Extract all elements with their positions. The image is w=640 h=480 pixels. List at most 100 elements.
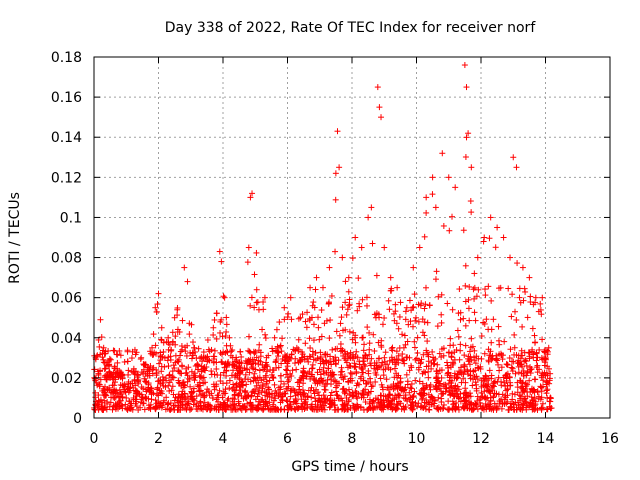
data-point <box>524 368 531 375</box>
data-point <box>520 402 527 409</box>
data-point <box>360 406 367 413</box>
data-point <box>523 362 530 369</box>
data-point <box>118 372 125 379</box>
data-point <box>321 395 328 402</box>
data-point <box>410 303 417 310</box>
data-point <box>424 319 431 326</box>
data-point <box>455 406 462 413</box>
data-point <box>179 317 186 324</box>
data-point <box>419 316 426 323</box>
data-point <box>471 309 478 316</box>
data-point <box>543 406 550 413</box>
data-point <box>150 331 157 338</box>
data-point <box>327 401 334 408</box>
data-point <box>505 406 512 413</box>
data-point <box>466 361 473 368</box>
data-point <box>515 357 522 364</box>
data-point <box>462 385 469 392</box>
data-point <box>397 299 404 306</box>
data-point <box>533 350 540 357</box>
data-point <box>481 382 488 389</box>
data-point <box>469 382 476 389</box>
data-point <box>172 394 179 401</box>
y-tick-label: 0.1 <box>60 210 82 226</box>
data-point <box>499 356 506 363</box>
y-tick-label: 0.08 <box>51 251 82 267</box>
data-point <box>339 327 346 334</box>
data-point <box>378 381 385 388</box>
data-point <box>235 400 242 407</box>
data-point <box>530 301 537 308</box>
y-tick-label: 0.06 <box>51 291 82 307</box>
data-point <box>237 369 244 376</box>
data-point <box>100 344 107 351</box>
data-point <box>343 394 350 401</box>
data-point <box>319 406 326 413</box>
data-point <box>385 364 392 371</box>
data-point <box>266 399 273 406</box>
data-point <box>409 402 416 409</box>
data-point <box>467 372 474 379</box>
data-point <box>435 370 442 377</box>
data-point <box>189 349 196 356</box>
data-point <box>216 387 223 394</box>
data-point <box>381 358 388 365</box>
data-point <box>354 395 361 402</box>
data-point <box>509 291 516 298</box>
data-point <box>220 369 227 376</box>
data-point <box>255 379 262 386</box>
data-point <box>229 405 236 412</box>
data-point <box>142 370 149 377</box>
data-point <box>431 360 438 367</box>
data-point <box>410 264 417 271</box>
data-point <box>172 359 179 366</box>
data-point <box>320 402 327 409</box>
data-point <box>359 369 366 376</box>
data-point <box>116 398 123 405</box>
data-point <box>438 291 445 298</box>
data-point <box>275 384 282 391</box>
data-point <box>438 319 445 326</box>
data-point <box>493 406 500 413</box>
data-point <box>363 380 370 387</box>
data-point <box>311 406 318 413</box>
data-point <box>227 352 234 359</box>
data-point <box>382 366 389 373</box>
data-point <box>375 399 382 406</box>
data-point <box>102 350 109 357</box>
data-point <box>536 346 543 353</box>
data-point <box>223 321 230 328</box>
data-point <box>420 386 427 393</box>
data-point <box>462 342 469 349</box>
data-point <box>362 399 369 406</box>
data-point <box>197 398 204 405</box>
data-point <box>239 378 246 385</box>
data-point <box>532 294 539 301</box>
data-point <box>308 365 315 372</box>
x-tick-label: 10 <box>408 431 426 447</box>
data-point <box>366 329 373 336</box>
data-point <box>285 310 292 317</box>
data-point <box>447 364 454 371</box>
data-point <box>121 358 128 365</box>
data-point <box>96 404 103 411</box>
data-point <box>312 357 319 364</box>
data-point <box>383 376 390 383</box>
data-point <box>107 374 114 381</box>
data-point <box>434 323 441 330</box>
data-point <box>202 367 209 374</box>
data-point <box>530 397 537 404</box>
data-point <box>449 390 456 397</box>
y-tick-label: 0 <box>73 411 82 427</box>
data-point <box>534 406 541 413</box>
data-point <box>158 368 165 375</box>
data-point <box>204 336 211 343</box>
data-point <box>325 365 332 372</box>
data-point <box>347 354 354 361</box>
data-point <box>110 347 117 354</box>
data-point <box>164 405 171 412</box>
data-point <box>187 383 194 390</box>
data-point <box>461 397 468 404</box>
data-point <box>449 306 456 313</box>
data-point <box>193 354 200 361</box>
